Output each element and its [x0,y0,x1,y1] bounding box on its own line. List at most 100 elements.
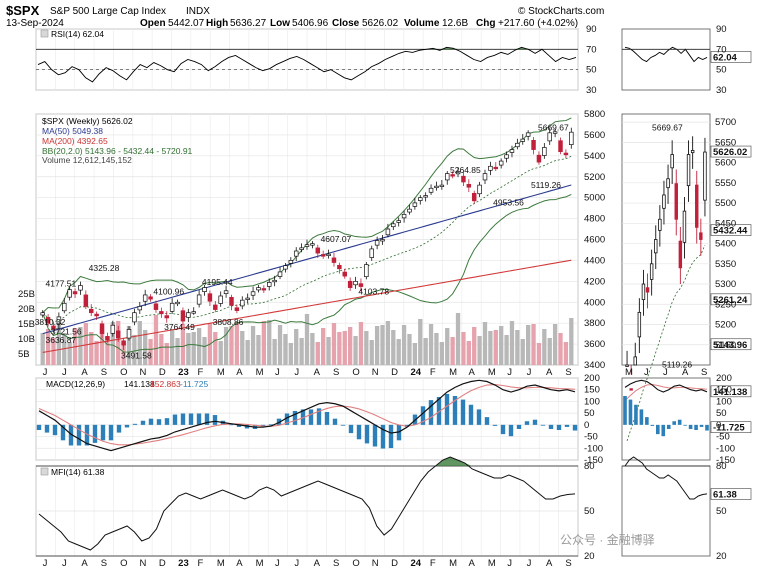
macd-histogram-bar [452,395,458,425]
candle-up [110,324,116,334]
mfi-legend-swatch [40,467,49,476]
price-x-label: M [488,367,496,378]
volume-bar [391,330,396,365]
candle-up [240,299,245,307]
price-tick-label: 3600 [584,339,605,350]
zoom-x-label: S [701,367,707,378]
zoom-price-tick-label: 5500 [715,198,736,209]
price-x-label: S [333,367,339,378]
mfi-x-label: J [507,558,512,568]
volume-bar [472,327,477,365]
volume-bar [418,319,423,365]
price-x-label: S [101,367,107,378]
price-x-label: J [43,367,48,378]
price-tick-label: 3400 [584,360,605,371]
mfi-x-label: O [352,558,359,568]
macd-panel [36,379,578,452]
macd-tick-label: -100 [584,443,603,454]
candle-up [477,184,482,195]
volume-bar [67,342,72,365]
candle-up [191,311,196,314]
volume-bar [374,326,380,365]
volume-bar [116,321,121,365]
zoom-bb-mid-tag: 5432.44 [713,226,748,237]
zoom-candle-down [699,232,703,240]
zoom-mfi-tag: 61.38 [713,490,737,501]
price-tick-label: 4000 [584,297,605,308]
volume-bar [202,337,207,365]
zoom-candle-up [625,364,629,367]
zoom-mfi-tick-label: 80 [716,461,727,472]
price-x-label: A [546,367,553,378]
macd-tick-label: 0 [584,420,589,431]
rsi-tick-label: 50 [586,65,597,76]
candle-down [234,307,240,311]
macd-tick-label: -50 [584,432,598,443]
macd-histogram-bar [348,424,354,434]
index-name: S&P 500 Large Cap Index [50,6,166,17]
candle-up [218,295,223,304]
price-x-label: J [275,367,280,378]
mfi-x-label: M [488,558,496,568]
mfi-x-label: 24 [410,558,421,568]
candle-up [277,271,283,277]
macd-legend: MACD(12,26,9) 141.138 152.863 -11.725 [46,379,208,389]
zoom-macd-tick-label: 200 [716,373,732,384]
volume-tick-label: 25B [18,289,35,300]
volume-bar [277,325,283,365]
volume-bar [466,341,471,365]
price-x-label: J [62,367,67,378]
candle-up [283,265,288,270]
candle-down [148,296,153,300]
candle-up [40,312,45,316]
volume-bar [558,333,563,365]
volume-bar [110,322,115,365]
signal-legend-value: 152.863 [150,379,181,389]
volume-bar [515,330,520,365]
candle-down [153,303,159,310]
zoom-bb-mid-tag-box [710,224,752,236]
zoom-rsi-tag: 62.04 [713,52,737,63]
price-x-label: A [236,367,243,378]
candle-up [547,132,552,142]
zoom-ma-tag-box [710,293,752,306]
mfi-x-label: O [120,558,127,568]
price-tick-label: 4200 [584,276,605,287]
macd-signal-line [38,384,576,446]
chart-header: $SPX S&P 500 Large Cap Index INDX © Stoc… [6,3,604,29]
zoom-histogram-bar [639,409,644,425]
zoom-rsi-tick-label: 50 [716,65,727,76]
macd-histogram-bar [284,413,290,425]
volume-bar [94,341,99,365]
mfi-x-label: A [546,558,553,568]
price-x-label: 23 [178,367,189,378]
candle-down [207,293,213,302]
candle-up [364,264,369,278]
volume-bar [229,326,234,365]
macd-histogram-bar [364,424,370,444]
zoom-macd-tick-label: -100 [716,443,735,454]
volume-tick-label: 10B [18,334,35,345]
mfi-x-label: M [217,558,225,568]
volume-bar [482,322,488,365]
volume-bar [369,340,374,365]
zoom-candle-up [633,356,637,366]
volume-bar [321,328,326,365]
zoom-candle-up [649,263,654,280]
zoom-macd-tick-label: 100 [716,396,732,407]
zoom-mfi-tick-label: 50 [716,506,727,517]
zoom-rsi-tick-label: 30 [716,85,727,96]
rsi-tick-label: 90 [586,24,597,35]
candle-up [525,132,531,137]
macd-histogram-bar [228,424,234,426]
volume-bar [121,340,126,365]
macd-histogram-bar [492,424,498,426]
zoom-price-tick-label: 5200 [715,320,736,331]
zoom-x-label: J [644,367,649,378]
price-x-label: A [81,367,88,378]
zoom-x-label: A [682,367,689,378]
price-legend-title: $SPX (Weekly) 5626.02 [42,116,133,126]
volume-bar [40,333,45,365]
candle-up [245,297,250,300]
volume-bar [563,342,569,365]
